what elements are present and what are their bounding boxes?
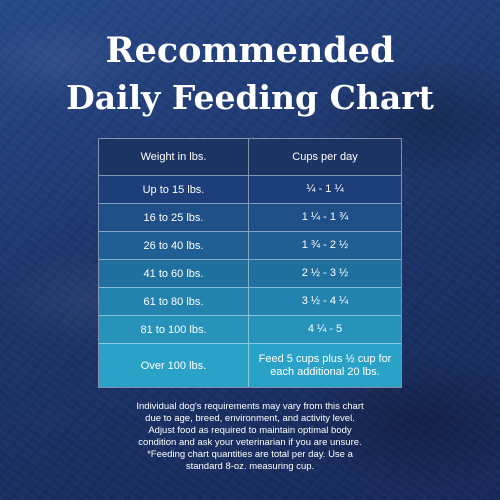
weight-cell: Up to 15 lbs.	[99, 176, 249, 203]
table-row: 81 to 100 lbs. 4 ¼ - 5	[99, 315, 401, 343]
cups-cell: 4 ¼ - 5	[307, 323, 343, 335]
footnote-measuring: *Feeding chart quantities are total per …	[0, 449, 500, 473]
column-header-weight: Weight in lbs.	[99, 139, 249, 175]
feeding-table: Weight in lbs. Cups per day Up to 15 lbs…	[98, 138, 402, 388]
footnote-line: due to age, breed, environment, and acti…	[145, 413, 355, 424]
footnote-line: standard 8-oz. measuring cup.	[185, 461, 315, 472]
weight-cell: 61 to 80 lbs.	[99, 288, 249, 315]
table-row: Over 100 lbs. Feed 5 cups plus ½ cup for …	[99, 343, 401, 387]
title-line-1: Recommended	[105, 30, 395, 71]
column-header-cups: Cups per day	[292, 150, 358, 163]
table-body: Up to 15 lbs. ¼ - 1 ¼ 16 to 25 lbs. 1 ¼ - 1…	[99, 175, 401, 387]
footnote-requirements: Individual dog's requirements may vary f…	[0, 401, 500, 449]
weight-cell: 26 to 40 lbs.	[99, 232, 249, 259]
table-row: 41 to 60 lbs. 2 ½ - 3 ½	[99, 259, 401, 287]
table-row: 26 to 40 lbs. 1 ¾ - 2 ½	[99, 231, 401, 259]
cups-cell: 1 ¾ - 2 ½	[301, 239, 349, 251]
cups-cell: 3 ½ - 4 ¼	[301, 295, 349, 307]
footnote-line: Adjust food as required to maintain opti…	[148, 425, 352, 436]
cups-cell: Feed 5 cups plus ½ cup for each addition…	[258, 352, 392, 378]
weight-cell: 41 to 60 lbs.	[99, 260, 249, 287]
weight-cell: 16 to 25 lbs.	[99, 204, 249, 231]
table-row: 61 to 80 lbs. 3 ½ - 4 ¼	[99, 287, 401, 315]
cups-cell: 2 ½ - 3 ½	[301, 267, 349, 279]
table-row: Up to 15 lbs. ¼ - 1 ¼	[99, 175, 401, 203]
table-row: 16 to 25 lbs. 1 ¼ - 1 ¾	[99, 203, 401, 231]
title-line-2: Daily Feeding Chart	[66, 78, 434, 117]
cups-cell: ¼ - 1 ¼	[306, 183, 344, 195]
footnote-line: Individual dog's requirements may vary f…	[136, 401, 364, 412]
footnote-line: *Feeding chart quantities are total per …	[147, 449, 353, 460]
cups-cell: 1 ¼ - 1 ¾	[301, 211, 349, 223]
table-header-row: Weight in lbs. Cups per day	[99, 139, 401, 175]
weight-cell: Over 100 lbs.	[99, 344, 249, 387]
weight-cell: 81 to 100 lbs.	[99, 316, 249, 343]
footnote-line: condition and ask your veterinarian if y…	[138, 437, 362, 448]
